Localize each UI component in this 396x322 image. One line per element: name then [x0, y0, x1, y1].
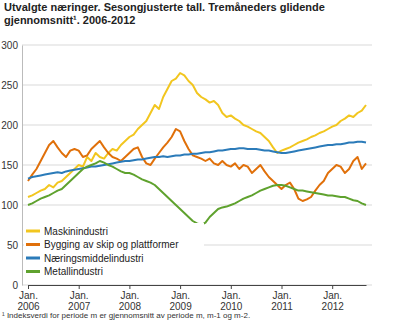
y-tick-label: 200 [1, 120, 18, 131]
legend-label: Maskinindustri [44, 226, 108, 237]
x-tick: Jan.2007 [68, 285, 91, 312]
y-tick-label: 50 [7, 240, 19, 251]
legend-label: Næringsmiddelindustri [44, 253, 143, 264]
x-tick-label: Jan.2008 [119, 290, 142, 312]
grid-line [22, 85, 372, 86]
legend-swatch [26, 270, 40, 273]
y-tick: 50 [7, 240, 22, 251]
grid-line [22, 165, 372, 166]
title: Utvalgte næringer. Sesongjusterte tall. … [4, 1, 325, 26]
legend-box [24, 223, 204, 281]
x-tick-label: Jan.2010 [220, 290, 243, 312]
legend-swatch [26, 257, 40, 260]
x-tick-mark [231, 285, 232, 289]
legend-swatch [26, 243, 40, 246]
x-tick-mark [180, 285, 181, 289]
grid-line [22, 205, 372, 206]
legend-label: Metallindustri [44, 266, 103, 277]
y-tick: 250 [1, 80, 22, 91]
y-tick: 100 [1, 200, 22, 211]
y-tick-label: 250 [1, 80, 18, 91]
series-line [28, 73, 366, 197]
y-tick-label: 300 [1, 40, 18, 51]
y-tick: 0 [12, 280, 22, 291]
x-tick: Jan.2012 [322, 285, 345, 312]
grid-line [22, 45, 372, 46]
x-axis: Jan.2006 Jan.2007 Jan.2008 Jan.2009 Jan.2010… [17, 285, 366, 312]
x-tick-mark [28, 285, 29, 289]
y-axis: 0 50 100 150 200 250 300 [1, 40, 22, 291]
legend-swatch [26, 230, 40, 233]
y-tick-label: 100 [1, 200, 18, 211]
y-tick: 150 [1, 160, 22, 171]
grid-line [22, 125, 372, 126]
x-tick-label: Jan.2009 [169, 290, 192, 312]
x-tick-mark [129, 285, 130, 289]
y-axis-line [22, 46, 23, 286]
x-tick-label: Jan.2006 [17, 290, 40, 312]
y-tick-label: 150 [1, 160, 18, 171]
y-tick: 200 [1, 120, 22, 131]
x-tick: Jan.2010 [220, 285, 243, 312]
y-tick-label: 0 [12, 280, 18, 291]
x-tick-mark [332, 285, 333, 289]
x-tick: Jan.2009 [169, 285, 192, 312]
x-tick-mark [282, 285, 283, 289]
series-line [28, 129, 366, 201]
x-tick-label: Jan.2007 [68, 290, 91, 312]
x-tick-label: Jan.2012 [322, 290, 345, 312]
x-tick-mark [79, 285, 80, 289]
x-tick: Jan.2008 [119, 285, 142, 312]
grid [22, 45, 372, 285]
footnote: ¹ Indeksverdi for periode m er gjennomsn… [2, 311, 250, 320]
lines [28, 73, 366, 225]
legend-label: Bygging av skip og plattformer [44, 239, 179, 250]
chart: Utvalgte næringer. Sesongjusterte tall. … [0, 0, 396, 322]
series-line [28, 161, 366, 225]
x-tick: Jan.2011 [271, 285, 293, 312]
legend: Maskinindustri Bygging av skip og plattfo… [24, 223, 204, 281]
x-tick-label: Jan.2011 [271, 290, 293, 312]
x-tick: Jan.2006 [17, 285, 40, 312]
y-tick: 300 [1, 40, 22, 51]
grid-line [22, 285, 372, 286]
